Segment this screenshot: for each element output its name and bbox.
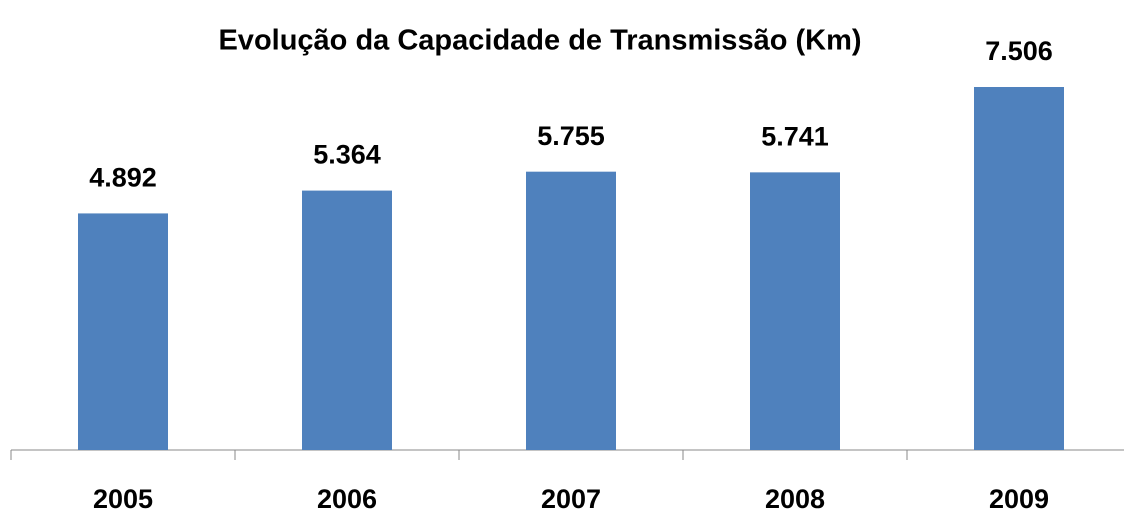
x-tick-label: 2005 xyxy=(93,484,153,514)
value-label: 5.364 xyxy=(313,140,381,170)
bar xyxy=(302,190,392,450)
bar xyxy=(526,171,616,450)
value-label: 5.741 xyxy=(761,121,829,151)
bar xyxy=(750,172,840,450)
x-tick-label: 2009 xyxy=(989,484,1049,514)
value-label: 7.506 xyxy=(985,36,1053,66)
x-tick-label: 2006 xyxy=(317,484,377,514)
chart-title: Evolução da Capacidade de Transmissão (K… xyxy=(218,25,861,57)
value-label: 4.892 xyxy=(89,163,157,193)
value-label: 5.755 xyxy=(537,121,605,151)
x-tick-label: 2008 xyxy=(765,484,825,514)
bar xyxy=(974,87,1064,450)
bar xyxy=(78,213,168,450)
x-tick-label: 2007 xyxy=(541,484,601,514)
